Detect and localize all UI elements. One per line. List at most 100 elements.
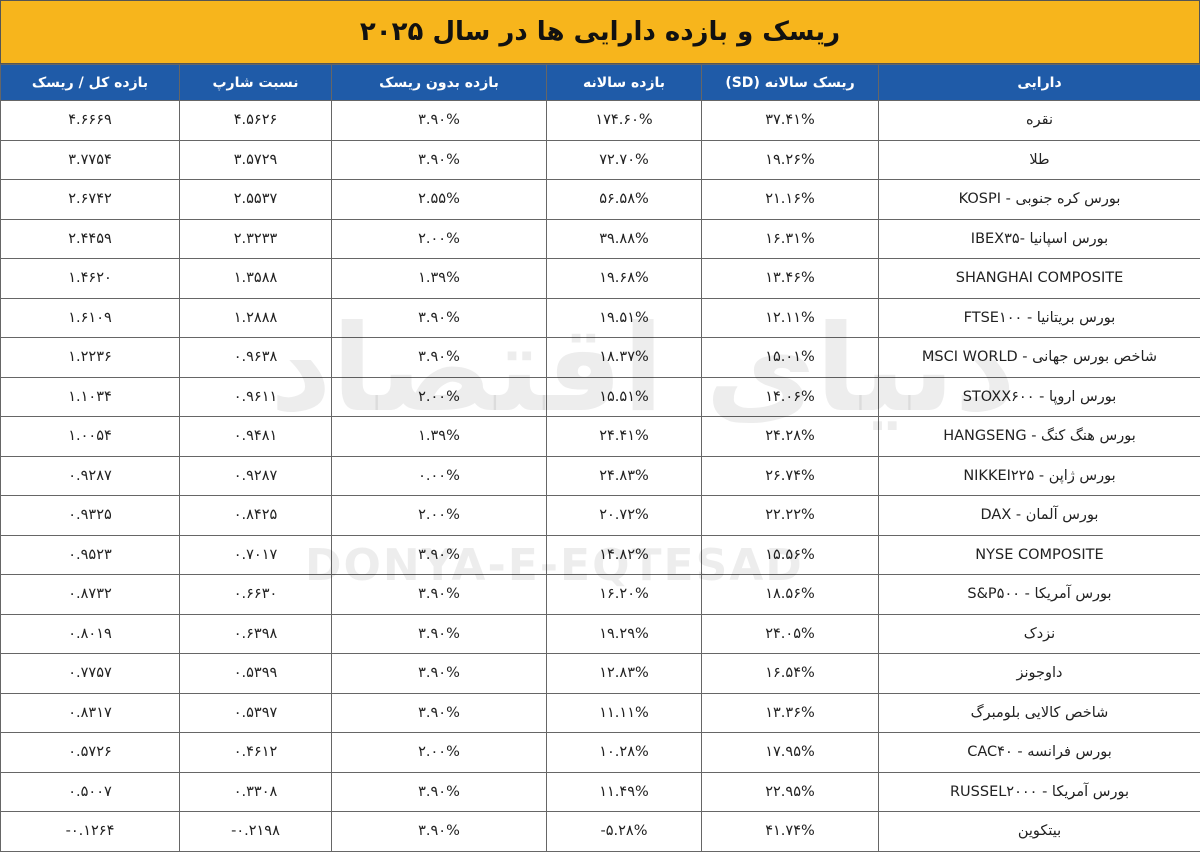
value-cell: ۴.۶۶۶۹ <box>1 101 180 141</box>
value-cell: ۱۸.۵۶% <box>702 575 879 615</box>
value-cell: ۰.۸۷۳۲ <box>1 575 180 615</box>
value-cell: ۳.۹۰% <box>332 772 547 812</box>
value-cell: ۱۶.۲۰% <box>547 575 702 615</box>
value-cell: ۰.۹۴۸۱ <box>180 417 332 457</box>
value-cell: ۳.۹۰% <box>332 812 547 852</box>
value-cell: ۱۹.۲۶% <box>702 140 879 180</box>
value-cell: ۱۷۴.۶۰% <box>547 101 702 141</box>
value-cell: ۱۹.۲۹% <box>547 614 702 654</box>
asset-cell: SHANGHAI COMPOSITE <box>879 259 1200 299</box>
value-cell: ۱۲.۱۱% <box>702 298 879 338</box>
asset-cell: داوجونز <box>879 654 1200 694</box>
asset-cell: نزدک <box>879 614 1200 654</box>
asset-cell: نقره <box>879 101 1200 141</box>
value-cell: ۰.۶۳۹۸ <box>180 614 332 654</box>
value-cell: ۳.۹۰% <box>332 140 547 180</box>
value-cell: ۱۸.۳۷% <box>547 338 702 378</box>
value-cell: ۰.۷۰۱۷ <box>180 535 332 575</box>
value-cell: ۰.۸۰۱۹ <box>1 614 180 654</box>
value-cell: ۰.۴۶۱۲ <box>180 733 332 773</box>
value-cell: ۱.۳۹% <box>332 417 547 457</box>
value-cell: ۱۹.۶۸% <box>547 259 702 299</box>
value-cell: ۱.۲۲۳۶ <box>1 338 180 378</box>
title: ریسک و بازده دارایی ها در سال ۲۰۲۵ <box>0 0 1200 64</box>
value-cell: ۲.۰۰% <box>332 496 547 536</box>
value-cell: ۳.۹۰% <box>332 298 547 338</box>
value-cell: ۱.۶۱۰۹ <box>1 298 180 338</box>
value-cell: ۲۴.۴۱% <box>547 417 702 457</box>
value-cell: ۲۴.۰۵% <box>702 614 879 654</box>
value-cell: ۷۲.۷۰% <box>547 140 702 180</box>
value-cell: ۲.۵۵% <box>332 180 547 220</box>
asset-cell: بورس فرانسه - CAC۴۰ <box>879 733 1200 773</box>
value-cell: ۱.۰۰۵۴ <box>1 417 180 457</box>
value-cell: ۰.۶۶۳۰ <box>180 575 332 615</box>
value-cell: ۴.۵۶۲۶ <box>180 101 332 141</box>
value-cell: ۱۹.۵۱% <box>547 298 702 338</box>
value-cell: ۴۱.۷۴% <box>702 812 879 852</box>
column-header: بازده سالانه <box>547 65 702 101</box>
value-cell: ۰.۵۷۲۶ <box>1 733 180 773</box>
value-cell: ۲۴.۲۸% <box>702 417 879 457</box>
value-cell: ۰.۹۶۱۱ <box>180 377 332 417</box>
value-cell: ۲.۶۷۴۲ <box>1 180 180 220</box>
value-cell: ۰.۹۲۸۷ <box>180 456 332 496</box>
value-cell: ۳۷.۴۱% <box>702 101 879 141</box>
value-cell: ۱۴.۸۲% <box>547 535 702 575</box>
value-cell: ۲.۳۲۳۳ <box>180 219 332 259</box>
value-cell: ۱.۳۹% <box>332 259 547 299</box>
value-cell: ۱۵.۵۶% <box>702 535 879 575</box>
value-cell: ۰.۹۲۸۷ <box>1 456 180 496</box>
value-cell: ۳.۹۰% <box>332 101 547 141</box>
value-cell: ۲.۰۰% <box>332 219 547 259</box>
value-cell: ۱.۴۶۲۰ <box>1 259 180 299</box>
value-cell: ۰.۹۵۲۳ <box>1 535 180 575</box>
value-cell: ۱۳.۳۶% <box>702 693 879 733</box>
value-cell: ۱.۲۸۸۸ <box>180 298 332 338</box>
asset-cell: بورس آلمان - DAX <box>879 496 1200 536</box>
value-cell: ۲.۴۴۵۹ <box>1 219 180 259</box>
value-cell: ۰.۸۳۱۷ <box>1 693 180 733</box>
value-cell: ۳.۹۰% <box>332 614 547 654</box>
value-cell: ۰.۵۳۹۷ <box>180 693 332 733</box>
value-cell: ۳.۹۰% <box>332 338 547 378</box>
value-cell: ۱۶.۵۴% <box>702 654 879 694</box>
value-cell: ۱۳.۴۶% <box>702 259 879 299</box>
value-cell: ۰.۸۴۲۵ <box>180 496 332 536</box>
value-cell: ۱۰.۲۸% <box>547 733 702 773</box>
value-cell: ۱۵.۰۱% <box>702 338 879 378</box>
value-cell: ۳.۹۰% <box>332 535 547 575</box>
value-cell: ۲۰.۷۲% <box>547 496 702 536</box>
value-cell: ۱۱.۴۹% <box>547 772 702 812</box>
value-cell: ۱۷.۹۵% <box>702 733 879 773</box>
value-cell: ۲۲.۲۲% <box>702 496 879 536</box>
value-cell: ۳.۹۰% <box>332 693 547 733</box>
value-cell: ۰.۷۷۵۷ <box>1 654 180 694</box>
asset-cell: بورس آمریکا - RUSSEL۲۰۰۰ <box>879 772 1200 812</box>
asset-cell: بورس هنگ کنگ - HANGSENG <box>879 417 1200 457</box>
value-cell: ۳.۹۰% <box>332 575 547 615</box>
column-header: نسبت شارپ <box>180 65 332 101</box>
value-cell: ۱.۱۰۳۴ <box>1 377 180 417</box>
asset-cell: بورس اروپا - STOXX۶۰۰ <box>879 377 1200 417</box>
value-cell: ۰.۰۰% <box>332 456 547 496</box>
value-cell: ۱.۳۵۸۸ <box>180 259 332 299</box>
asset-cell: بورس اسپانیا -IBEX۳۵ <box>879 219 1200 259</box>
asset-cell: بورس ژاپن - NIKKEI۲۲۵ <box>879 456 1200 496</box>
value-cell: ۳.۵۷۲۹ <box>180 140 332 180</box>
